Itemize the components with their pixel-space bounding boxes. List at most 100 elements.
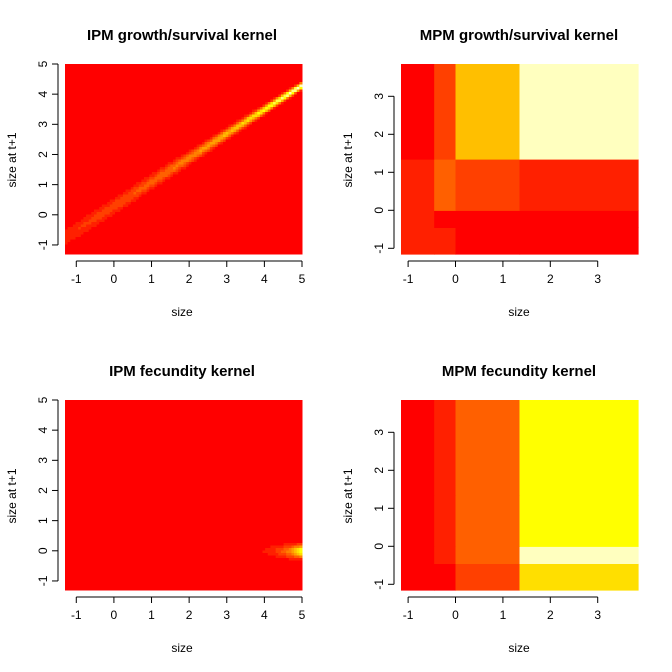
heatmap-cell <box>186 226 190 230</box>
heatmap-cell <box>278 186 282 190</box>
heatmap-cell <box>275 236 279 240</box>
heatmap-cell <box>128 229 132 232</box>
heatmap-cell <box>299 116 303 120</box>
heatmap-cell <box>117 246 121 250</box>
heatmap-cell <box>273 131 277 135</box>
heatmap-cell <box>86 201 90 205</box>
heatmap-cell <box>154 124 158 127</box>
heatmap-cell <box>80 159 84 162</box>
heatmap-cell <box>133 131 137 135</box>
heatmap-cell <box>199 234 203 237</box>
heatmap-cell <box>288 251 292 255</box>
heatmap-cell <box>101 119 105 122</box>
heatmap-cell <box>101 176 105 180</box>
heatmap-cell <box>186 159 190 162</box>
heatmap-cell <box>249 171 253 175</box>
heatmap-cell <box>117 214 121 217</box>
heatmap-cell <box>117 161 121 165</box>
heatmap-cell <box>96 246 100 250</box>
heatmap-cell <box>104 126 108 130</box>
heatmap-cell <box>238 229 242 232</box>
heatmap-cell <box>241 241 245 245</box>
heatmap-cell <box>157 244 161 247</box>
heatmap-cell <box>154 226 158 230</box>
heatmap-cell <box>217 229 221 232</box>
heatmap-cell <box>154 141 158 145</box>
heatmap-cell <box>267 151 271 155</box>
heatmap-cell <box>107 194 111 197</box>
heatmap-cell <box>236 139 240 142</box>
heatmap-cell <box>215 119 219 122</box>
heatmap-cell <box>112 189 116 192</box>
heatmap-cell <box>117 204 121 207</box>
heatmap-cell <box>149 241 153 245</box>
heatmap-cell <box>70 209 74 212</box>
heatmap-cell <box>286 139 290 142</box>
heatmap-cell <box>101 189 105 192</box>
heatmap-cell <box>112 204 116 207</box>
heatmap-cell <box>67 169 71 172</box>
heatmap-cell <box>120 151 124 155</box>
heatmap-cell <box>236 161 240 165</box>
heatmap-cell <box>230 239 235 242</box>
heatmap-cell <box>209 231 213 235</box>
heatmap-cell <box>159 234 163 237</box>
heatmap-cell <box>275 144 279 147</box>
heatmap-cell <box>117 234 121 237</box>
heatmap-cell <box>117 224 121 227</box>
heatmap-cell <box>170 174 174 177</box>
heatmap-cell <box>65 149 69 152</box>
heatmap-cell <box>186 139 190 142</box>
heatmap-cell <box>265 176 269 180</box>
heatmap-cell <box>117 116 121 120</box>
heatmap-cell <box>291 129 295 132</box>
heatmap-cell <box>283 154 287 157</box>
heatmap-cell <box>109 226 113 230</box>
heatmap-cell <box>215 159 219 162</box>
heatmap-cell <box>78 206 82 210</box>
heatmap-cell <box>257 116 261 120</box>
heatmap-cell <box>159 249 163 252</box>
heatmap-cell <box>70 171 74 175</box>
heatmap-cell <box>278 159 282 162</box>
heatmap-cell <box>273 154 277 157</box>
heatmap-cell <box>104 201 108 205</box>
heatmap-cell <box>233 119 237 122</box>
heatmap-cell <box>278 191 282 195</box>
heatmap-cell <box>259 191 263 195</box>
heatmap-cell <box>254 246 258 250</box>
heatmap-cell <box>204 159 208 162</box>
heatmap-cell <box>93 206 98 210</box>
heatmap-cell <box>188 189 192 192</box>
heatmap-cell <box>136 204 140 207</box>
heatmap-cell <box>201 131 206 135</box>
heatmap-cell <box>159 199 163 202</box>
heatmap-cell <box>72 184 77 187</box>
heatmap-cell <box>170 201 174 205</box>
heatmap-cell <box>191 234 195 237</box>
heatmap-cell <box>225 134 229 137</box>
heatmap-cell <box>254 244 258 247</box>
heatmap-cell <box>115 199 119 202</box>
heatmap-cell <box>91 114 95 117</box>
heatmap-cell <box>238 149 242 152</box>
heatmap-cell <box>109 161 113 165</box>
heatmap-cell <box>275 189 279 192</box>
heatmap-cell <box>283 219 287 222</box>
heatmap-cell <box>109 164 113 167</box>
heatmap-cell <box>199 251 203 255</box>
heatmap-cell <box>122 161 127 165</box>
heatmap-cell <box>125 196 129 200</box>
heatmap-cell <box>136 221 140 225</box>
heatmap-cell <box>225 194 229 197</box>
heatmap-cell <box>246 214 250 217</box>
heatmap-cell <box>91 216 95 220</box>
heatmap-cell <box>93 246 98 250</box>
heatmap-cell <box>251 219 256 222</box>
heatmap-cell <box>130 181 134 185</box>
heatmap-cell <box>265 219 269 222</box>
heatmap-cell <box>99 211 103 215</box>
heatmap-cell <box>223 221 227 225</box>
heatmap-cell <box>207 224 211 227</box>
heatmap-cell <box>188 199 192 202</box>
